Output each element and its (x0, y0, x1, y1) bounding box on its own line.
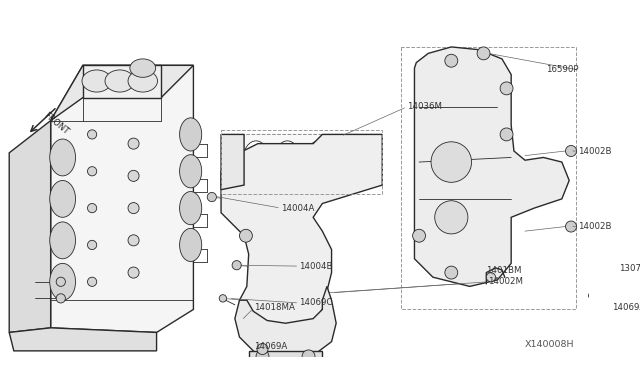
Text: 14002B: 14002B (579, 222, 612, 231)
Circle shape (566, 221, 577, 232)
Text: 14004A: 14004A (281, 203, 314, 213)
Polygon shape (249, 351, 323, 363)
Circle shape (88, 240, 97, 250)
Ellipse shape (128, 70, 157, 92)
Polygon shape (415, 47, 569, 286)
Circle shape (606, 268, 619, 281)
Ellipse shape (50, 263, 76, 300)
Circle shape (302, 350, 315, 363)
Ellipse shape (306, 141, 332, 178)
Circle shape (566, 145, 577, 157)
Circle shape (56, 277, 65, 286)
Ellipse shape (50, 222, 76, 259)
Text: 14069C: 14069C (300, 298, 333, 308)
Circle shape (128, 170, 139, 182)
Polygon shape (235, 286, 336, 360)
Circle shape (413, 229, 426, 242)
Text: 14002B: 14002B (579, 147, 612, 155)
Text: 14004B: 14004B (300, 262, 333, 270)
Polygon shape (51, 65, 193, 121)
Circle shape (232, 261, 241, 270)
Circle shape (435, 201, 468, 234)
Ellipse shape (105, 70, 134, 92)
Circle shape (445, 266, 458, 279)
Polygon shape (221, 134, 382, 185)
Circle shape (207, 192, 216, 202)
Ellipse shape (50, 139, 76, 176)
Circle shape (128, 138, 139, 149)
Circle shape (128, 235, 139, 246)
Text: X140008H: X140008H (525, 340, 575, 349)
Text: FRONT: FRONT (42, 110, 70, 136)
Circle shape (56, 294, 65, 303)
Circle shape (593, 292, 600, 299)
Circle shape (88, 203, 97, 213)
Circle shape (256, 350, 269, 363)
Ellipse shape (82, 70, 111, 92)
Polygon shape (401, 47, 575, 310)
Circle shape (500, 128, 513, 141)
Ellipse shape (180, 228, 202, 262)
Ellipse shape (50, 180, 76, 217)
Ellipse shape (243, 141, 269, 178)
Polygon shape (9, 121, 51, 333)
Ellipse shape (180, 192, 202, 225)
Text: 14002M: 14002M (488, 277, 523, 286)
Circle shape (239, 229, 252, 242)
Polygon shape (221, 134, 382, 328)
Circle shape (88, 277, 97, 286)
Text: 14069A: 14069A (612, 303, 640, 312)
Circle shape (486, 273, 495, 282)
Circle shape (88, 167, 97, 176)
Text: 1401BM: 1401BM (486, 266, 522, 275)
Text: 14036M: 14036M (407, 102, 442, 111)
Circle shape (431, 142, 472, 182)
Ellipse shape (589, 290, 605, 301)
Ellipse shape (180, 155, 202, 188)
Text: 13075: 13075 (619, 264, 640, 273)
Ellipse shape (130, 59, 156, 77)
Text: 14018MA: 14018MA (254, 303, 295, 312)
Ellipse shape (337, 141, 363, 178)
Polygon shape (9, 328, 157, 351)
Polygon shape (221, 134, 244, 190)
Circle shape (500, 82, 513, 95)
Polygon shape (83, 65, 161, 97)
Circle shape (128, 267, 139, 278)
Ellipse shape (180, 118, 202, 151)
Text: 16590P: 16590P (546, 65, 579, 74)
Circle shape (445, 54, 458, 67)
Ellipse shape (275, 141, 300, 178)
Circle shape (220, 295, 227, 302)
Text: 14069A: 14069A (254, 342, 287, 351)
Circle shape (88, 130, 97, 139)
Circle shape (477, 47, 490, 60)
Circle shape (128, 203, 139, 214)
Circle shape (257, 343, 268, 355)
Polygon shape (51, 65, 193, 333)
